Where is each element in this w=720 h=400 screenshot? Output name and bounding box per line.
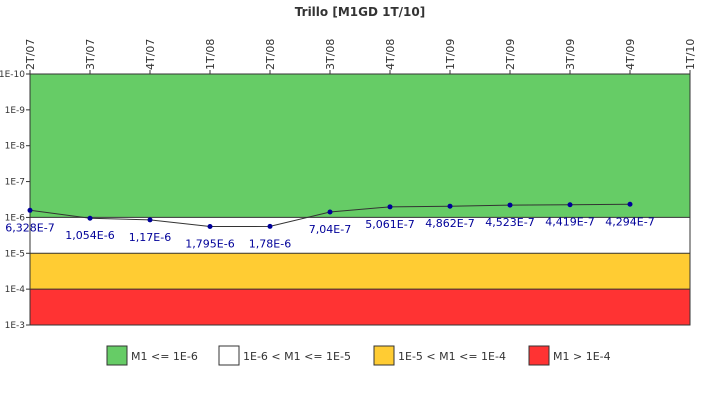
data-label-1: 1,054E-6 — [65, 229, 114, 242]
legend-swatch-0 — [106, 345, 128, 366]
data-label-10: 4,294E-7 — [605, 215, 654, 228]
data-label-4: 1,78E-6 — [249, 237, 291, 250]
data-point-3 — [207, 224, 213, 230]
data-label-6: 5,061E-7 — [365, 218, 414, 231]
data-label-8: 4,523E-7 — [485, 216, 534, 229]
data-point-1 — [87, 215, 93, 221]
risk-bands — [30, 74, 690, 325]
plot-border — [29, 73, 691, 326]
legend-label-0: M1 <= 1E-6 — [131, 350, 198, 363]
y-tick-label-7: 1E-3 — [5, 321, 25, 331]
x-tick-label-5: 3T/08 — [324, 39, 337, 70]
data-point-5 — [327, 209, 333, 215]
data-point-7 — [447, 203, 453, 209]
legend-label-1: 1E-6 < M1 <= 1E-5 — [243, 350, 351, 363]
data-label-7: 4,862E-7 — [425, 217, 474, 230]
y-tick-label-2: 1E-8 — [5, 142, 26, 152]
x-tick-label-11: 1T/10 — [684, 39, 697, 70]
data-point-8 — [507, 202, 513, 208]
legend: M1 <= 1E-6 1E-6 < M1 <= 1E-5 1E-5 < M1 <= … — [106, 345, 611, 366]
x-tick-label-7: 1T/09 — [444, 39, 457, 70]
y-tick-label-3: 1E-7 — [5, 178, 25, 188]
legend-swatch-3 — [528, 345, 550, 366]
x-tick-label-0: 2T/07 — [24, 39, 37, 70]
series: 6,328E-7 1,054E-6 1,17E-6 1,795E-6 1,78E-6 7,… — [5, 201, 655, 251]
band-2 — [30, 253, 690, 290]
y-axis: 1E-10 1E-9 1E-8 1E-7 1E-6 1E-5 1E-4 1E-3 — [0, 70, 30, 331]
x-tick-label-1: 3T/07 — [84, 39, 97, 70]
data-label-9: 4,419E-7 — [545, 216, 594, 229]
data-label-3: 1,795E-6 — [185, 238, 234, 251]
x-tick-label-2: 4T/07 — [144, 39, 157, 70]
data-point-6 — [387, 204, 393, 210]
y-tick-label-5: 1E-5 — [5, 249, 25, 259]
x-tick-label-3: 1T/08 — [204, 39, 217, 70]
legend-swatch-1 — [218, 345, 240, 366]
data-label-0: 6,328E-7 — [5, 221, 54, 234]
x-tick-label-8: 2T/09 — [504, 39, 517, 70]
data-point-9 — [567, 202, 573, 208]
band-0 — [30, 74, 690, 218]
chart-title: Trillo [M1GD 1T/10] — [295, 5, 425, 19]
y-tick-label-1: 1E-9 — [5, 106, 26, 116]
legend-swatch-2 — [373, 345, 395, 366]
legend-label-2: 1E-5 < M1 <= 1E-4 — [398, 350, 506, 363]
x-tick-label-10: 4T/09 — [624, 39, 637, 70]
x-axis: 2T/07 3T/07 4T/07 1T/08 2T/08 3T/08 4T/08 1T/09… — [24, 39, 697, 74]
x-tick-label-4: 2T/08 — [264, 39, 277, 70]
data-label-2: 1,17E-6 — [129, 231, 171, 244]
legend-label-3: M1 > 1E-4 — [553, 350, 611, 363]
data-point-10 — [627, 201, 633, 207]
x-tick-label-9: 3T/09 — [564, 39, 577, 70]
x-tick-label-6: 4T/08 — [384, 39, 397, 70]
y-tick-label-0: 1E-10 — [0, 70, 25, 80]
band-1 — [30, 217, 690, 254]
data-point-4 — [267, 223, 273, 229]
data-point-0 — [27, 207, 33, 213]
plot-frame — [29, 73, 691, 326]
y-tick-label-6: 1E-4 — [5, 285, 26, 295]
y-tick-label-4: 1E-6 — [5, 213, 26, 223]
band-3 — [30, 289, 690, 325]
data-label-5: 7,04E-7 — [309, 223, 351, 236]
data-point-2 — [147, 217, 153, 223]
